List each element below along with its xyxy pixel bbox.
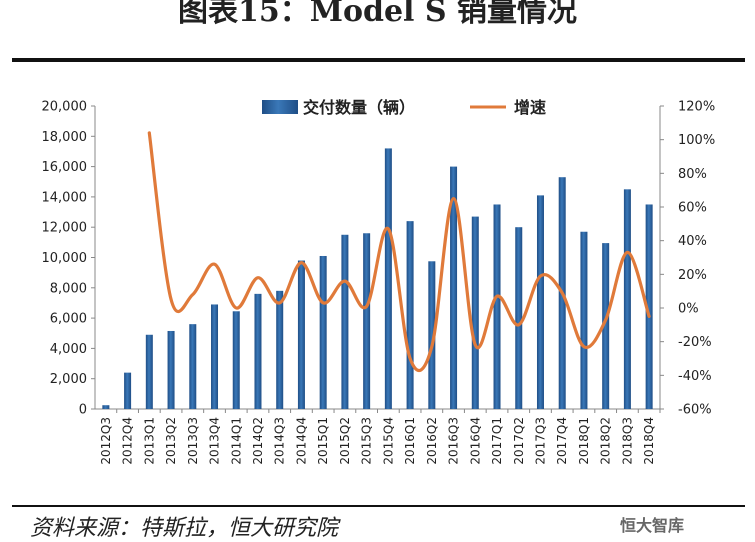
bar <box>515 227 522 409</box>
x-tick-label: 2016Q4 <box>468 417 482 465</box>
bar <box>341 235 348 409</box>
left-tick-label: 2,000 <box>50 372 87 387</box>
bar <box>363 233 370 409</box>
bar <box>233 311 240 409</box>
x-tick-label: 2017Q2 <box>512 417 526 465</box>
x-tick-label: 2013Q4 <box>208 417 222 465</box>
right-tick-label: -60% <box>678 403 712 418</box>
right-tick-label: 40% <box>678 234 707 249</box>
x-tick-label: 2014Q2 <box>251 417 265 465</box>
bar <box>124 373 131 409</box>
x-tick-label: 2018Q2 <box>599 417 613 465</box>
bar <box>580 232 587 409</box>
x-tick-label: 2018Q4 <box>642 417 656 465</box>
bar-series <box>102 148 652 409</box>
bar <box>168 331 175 409</box>
legend-bar-swatch <box>262 100 298 114</box>
x-tick-label: 2018Q1 <box>577 417 591 465</box>
legend-line-label: 增速 <box>514 98 546 117</box>
bar <box>320 256 327 409</box>
x-tick-label: 2013Q1 <box>142 417 156 465</box>
left-tick-label: 4,000 <box>50 342 87 357</box>
x-tick-label: 2014Q3 <box>273 417 287 465</box>
x-tick-label: 2017Q3 <box>533 417 547 465</box>
x-tick-label: 2016Q1 <box>403 417 417 465</box>
x-tick-label: 2016Q3 <box>447 417 461 465</box>
legend: 交付数量（辆） 增速 <box>262 98 546 117</box>
right-tick-label: 100% <box>678 133 715 148</box>
bar <box>537 195 544 409</box>
bar <box>385 148 392 409</box>
x-tick-label: 2016Q2 <box>425 417 439 465</box>
x-tick-label: 2013Q2 <box>164 417 178 465</box>
left-tick-label: 20,000 <box>42 100 88 115</box>
bar <box>276 291 283 409</box>
right-tick-label: 20% <box>678 268 707 283</box>
x-tick-label: 2015Q2 <box>338 417 352 465</box>
left-tick-label: 8,000 <box>50 281 87 296</box>
bar <box>624 189 631 409</box>
right-tick-label: 60% <box>678 201 707 216</box>
left-tick-label: 14,000 <box>42 190 88 205</box>
right-tick-label: 80% <box>678 167 707 182</box>
bar <box>211 304 218 409</box>
left-tick-label: 12,000 <box>42 221 88 236</box>
right-tick-label: -20% <box>678 335 712 350</box>
x-tick-label: 2015Q4 <box>381 417 395 465</box>
left-tick-label: 16,000 <box>42 160 88 175</box>
source-note: 资料来源：特斯拉，恒大研究院 <box>30 510 338 542</box>
tick-labels: 0 2,000 4,000 6,000 8,000 10,000 12,000 14,000 1… <box>42 100 716 465</box>
bar <box>102 405 109 409</box>
chart-area: 0 2,000 4,000 6,000 8,000 10,000 12,000 14,000 1… <box>0 0 755 526</box>
legend-bar-label: 交付数量（辆） <box>303 98 415 117</box>
right-tick-label: 120% <box>678 100 715 115</box>
right-tick-label: -40% <box>678 369 712 384</box>
x-tick-label: 2018Q3 <box>620 417 634 465</box>
bar <box>494 204 501 409</box>
left-tick-label: 6,000 <box>50 312 87 327</box>
x-tick-label: 2017Q4 <box>555 417 569 465</box>
bar <box>407 221 414 409</box>
right-tick-label: 0% <box>678 302 699 317</box>
x-tick-label: 2012Q4 <box>121 417 135 465</box>
x-tick-label: 2014Q1 <box>229 417 243 465</box>
left-tick-label: 0 <box>79 403 87 418</box>
bar <box>472 217 479 409</box>
bar <box>189 324 196 409</box>
growth-line <box>149 133 649 371</box>
line-series <box>149 133 649 371</box>
left-tick-label: 18,000 <box>42 130 88 145</box>
left-tick-label: 10,000 <box>42 251 88 266</box>
bar <box>146 335 153 409</box>
x-tick-label: 2017Q1 <box>490 417 504 465</box>
bottom-rule <box>12 505 745 507</box>
bar <box>254 294 261 409</box>
bar <box>298 261 305 409</box>
x-tick-label: 2015Q3 <box>360 417 374 465</box>
watermark: 恒大智库 <box>620 512 684 536</box>
x-tick-label: 2013Q3 <box>186 417 200 465</box>
x-tick-label: 2012Q3 <box>99 417 113 465</box>
x-tick-label: 2014Q4 <box>294 417 308 465</box>
x-tick-label: 2015Q1 <box>316 417 330 465</box>
